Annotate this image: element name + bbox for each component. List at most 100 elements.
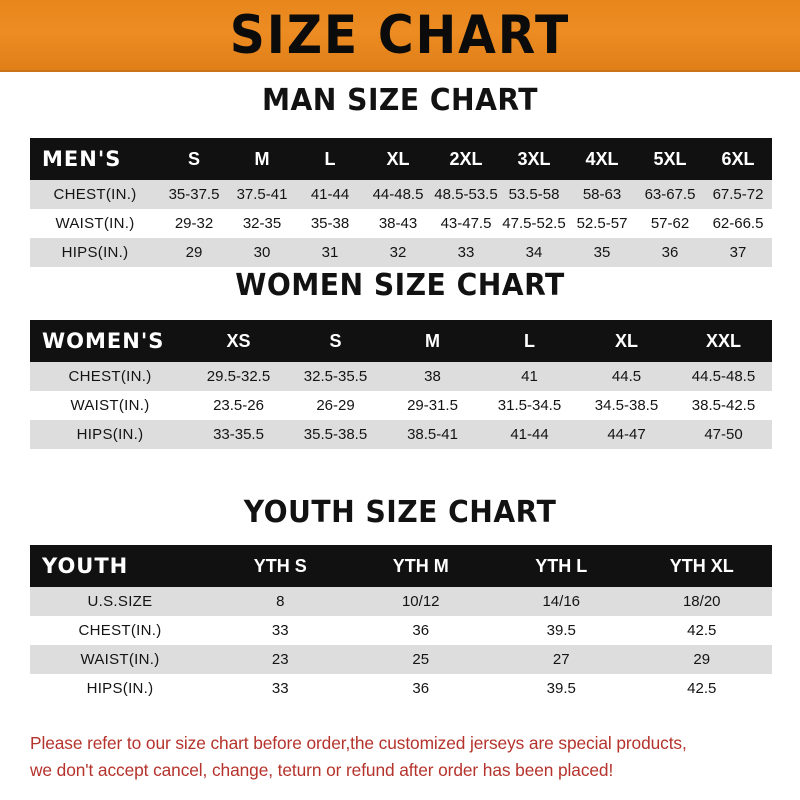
section-heading-women: WOMEN SIZE CHART [235, 268, 565, 303]
youth-cell: 25 [412, 651, 430, 668]
order-policy-note: Please refer to our size chart before or… [30, 730, 778, 784]
youth-row-label: CHEST(IN.) [78, 622, 162, 639]
table-row: U.S.SIZE 8 10/12 14/16 18/20 [30, 587, 772, 616]
size-chart-banner: SIZE CHART [0, 0, 800, 72]
men-column-header: 2XL [449, 148, 483, 169]
women-column-header: XXL [705, 330, 741, 351]
men-cell: 34 [525, 244, 543, 261]
women-cell: 31.5-34.5 [497, 397, 562, 414]
men-column-header: 3XL [517, 148, 551, 169]
section-heading-youth: YOUTH SIZE CHART [243, 495, 557, 530]
men-row-label: CHEST(IN.) [53, 186, 137, 203]
men-row-label: HIPS(IN.) [61, 244, 129, 261]
women-cell: 38.5-41 [407, 426, 458, 443]
youth-cell: 18/20 [682, 593, 721, 610]
youth-cell: 29 [693, 651, 711, 668]
youth-column-header: YTH L [535, 555, 588, 576]
women-column-header: XS [226, 330, 251, 351]
men-cell: 37.5-41 [236, 186, 288, 203]
men-cell: 62-66.5 [712, 215, 764, 232]
men-cell: 35-38 [310, 215, 350, 232]
women-cell: 38 [424, 368, 441, 385]
men-cell: 47.5-52.5 [502, 215, 566, 232]
youth-cell: 39.5 [546, 680, 576, 697]
men-cell: 38-43 [378, 215, 418, 232]
youth-cell: 42.5 [687, 622, 717, 639]
men-cell: 37 [729, 244, 747, 261]
women-cell: 33-35.5 [213, 426, 264, 443]
women-column-header: M [425, 330, 440, 351]
women-size-table: WOMEN'S XS S M L XL XXL CHEST(IN.) 29.5-32.5 32.5… [30, 320, 772, 449]
men-cell: 30 [253, 244, 271, 261]
table-row: HIPS(IN.) 33-35.5 35.5-38.5 38.5-41 41-44 44-… [30, 420, 772, 449]
men-cell: 29 [185, 244, 203, 261]
youth-column-header: YTH M [392, 555, 449, 576]
women-cell: 23.5-26 [213, 397, 264, 414]
women-header-row: WOMEN'S XS S M L XL XXL [30, 320, 772, 362]
women-cell: 41 [521, 368, 538, 385]
table-row: WAIST(IN.) 23 25 27 29 [30, 645, 772, 674]
women-cell: 29.5-32.5 [206, 368, 271, 385]
men-cell: 58-63 [582, 186, 622, 203]
women-cell: 29-31.5 [407, 397, 458, 414]
men-column-header: 6XL [721, 148, 755, 169]
youth-cell: 27 [552, 651, 570, 668]
men-cell: 67.5-72 [712, 186, 764, 203]
table-row: CHEST(IN.) 33 36 39.5 42.5 [30, 616, 772, 645]
women-row-label: CHEST(IN.) [68, 368, 152, 385]
men-cell: 41-44 [310, 186, 350, 203]
table-row: WAIST(IN.) 29-32 32-35 35-38 38-43 43-47.5 47.… [30, 209, 772, 238]
youth-cell: 23 [271, 651, 289, 668]
table-row: CHEST(IN.) 35-37.5 37.5-41 41-44 44-48.5 48.5… [30, 180, 772, 209]
youth-cell: 33 [271, 680, 289, 697]
men-row-label: WAIST(IN.) [55, 215, 135, 232]
men-cell: 35 [593, 244, 611, 261]
women-cell: 44.5-48.5 [691, 368, 756, 385]
men-column-header: 4XL [585, 148, 619, 169]
note-line-1: Please refer to our size chart before or… [30, 733, 687, 753]
men-cell: 57-62 [650, 215, 690, 232]
men-cell: 44-48.5 [372, 186, 424, 203]
youth-cell: 8 [276, 593, 285, 610]
men-header-row: MEN'S S M L XL 2XL 3XL 4XL 5XL 6XL [30, 138, 772, 180]
table-row: HIPS(IN.) 29 30 31 32 33 34 35 36 37 [30, 238, 772, 267]
men-cell: 36 [661, 244, 679, 261]
women-cell: 41-44 [510, 426, 549, 443]
table-row: CHEST(IN.) 29.5-32.5 32.5-35.5 38 41 44.5 44.5… [30, 362, 772, 391]
women-cell: 44-47 [607, 426, 646, 443]
women-column-header: S [329, 330, 342, 351]
men-column-header: XL [386, 148, 410, 169]
youth-header-row: YOUTH YTH S YTH M YTH L YTH XL [30, 545, 772, 587]
women-corner-label: WOMEN'S [42, 329, 165, 353]
youth-row-label: HIPS(IN.) [86, 680, 154, 697]
youth-cell: 39.5 [546, 622, 576, 639]
men-cell: 48.5-53.5 [434, 186, 498, 203]
youth-corner-label: YOUTH [42, 554, 129, 578]
table-row: WAIST(IN.) 23.5-26 26-29 29-31.5 31.5-34.5 34… [30, 391, 772, 420]
men-cell: 32 [389, 244, 407, 261]
youth-cell: 33 [271, 622, 289, 639]
women-cell: 32.5-35.5 [303, 368, 368, 385]
women-column-header: L [524, 330, 535, 351]
women-cell: 38.5-42.5 [691, 397, 756, 414]
women-row-label: HIPS(IN.) [76, 426, 144, 443]
youth-row-label: WAIST(IN.) [80, 651, 160, 668]
men-column-header: 5XL [653, 148, 687, 169]
women-cell: 34.5-38.5 [594, 397, 659, 414]
men-column-header: L [324, 148, 336, 169]
youth-cell: 14/16 [542, 593, 581, 610]
youth-size-table: YOUTH YTH S YTH M YTH L YTH XL U.S.SIZE 8 10/12… [30, 545, 772, 703]
table-row: HIPS(IN.) 33 36 39.5 42.5 [30, 674, 772, 703]
men-corner-label: MEN'S [42, 147, 122, 171]
page-title: SIZE CHART [229, 4, 571, 66]
men-cell: 32-35 [242, 215, 282, 232]
women-column-header: XL [614, 330, 638, 351]
men-cell: 52.5-57 [576, 215, 628, 232]
women-cell: 26-29 [316, 397, 355, 414]
youth-column-header: YTH XL [669, 555, 734, 576]
men-cell: 35-37.5 [168, 186, 220, 203]
youth-column-header: YTH S [253, 555, 307, 576]
youth-cell: 10/12 [401, 593, 440, 610]
youth-cell: 42.5 [687, 680, 717, 697]
men-cell: 33 [457, 244, 475, 261]
